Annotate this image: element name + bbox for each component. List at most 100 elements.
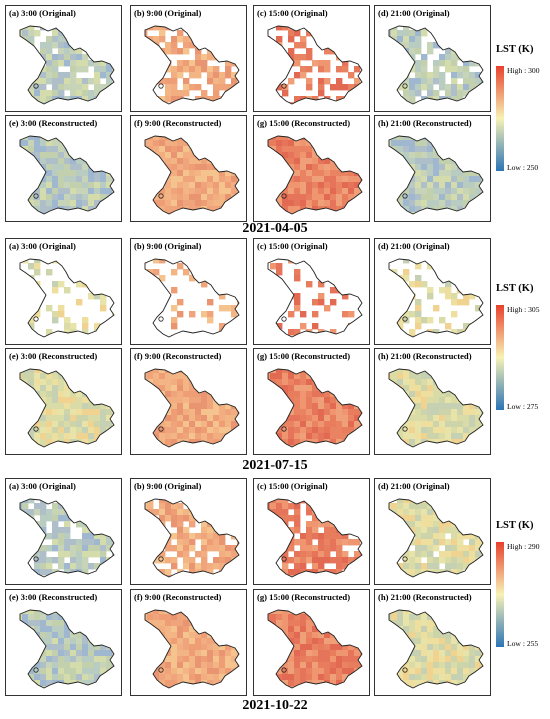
map-panel: (a) 3:00 (Original) [5,478,122,585]
province-boundary [388,368,484,448]
province-boundary [267,609,363,689]
province-boundary [388,25,484,105]
city-marker [281,426,287,432]
city-marker [158,426,164,432]
lst-raster [389,369,483,447]
map-panel: (d) 21:00 (Original) [374,238,491,345]
legend-colorbar [496,542,504,647]
province-map [267,25,363,105]
province-map [388,368,484,448]
map-panel: (h) 21:00 (Reconstructed) [374,115,491,222]
lst-raster [268,136,362,214]
city-marker [158,316,164,322]
province-boundary [388,498,484,578]
legend-high-label: High : 300 [507,66,540,75]
city-marker [281,316,287,322]
city-marker [402,556,408,562]
city-marker [158,556,164,562]
province-boundary [19,135,115,215]
province-map [19,135,115,215]
city-marker [281,83,287,89]
province-map [19,25,115,105]
lst-raster [20,499,114,577]
map-panel: (c) 15:00 (Original) [253,5,370,112]
city-marker [158,667,164,673]
lst-raster [389,26,483,104]
province-boundary [19,368,115,448]
lst-raster [20,369,114,447]
city-marker [158,83,164,89]
date-label: 2021-04-05 [242,221,308,236]
panel-title: (g) 15:00 (Reconstructed) [257,592,351,602]
legend-colorbar [496,66,504,171]
lst-raster [268,26,362,104]
map-panel: (b) 9:00 (Original) [130,5,247,112]
map-panel: (b) 9:00 (Original) [130,478,247,585]
city-marker [281,556,287,562]
color-legend: LST (K) High : 290 Low : 255 [494,520,550,650]
city-marker [33,426,39,432]
province-boundary [144,498,240,578]
lst-raster [268,499,362,577]
legend-low-label: Low : 275 [507,402,539,411]
panel-title: (b) 9:00 (Original) [134,241,202,251]
lst-raster [389,136,483,214]
city-marker [402,83,408,89]
panel-title: (h) 21:00 (Reconstructed) [378,592,472,602]
province-boundary [144,609,240,689]
province-map [388,135,484,215]
map-panel: (e) 3:00 (Reconstructed) [5,115,122,222]
map-panel: (h) 21:00 (Reconstructed) [374,348,491,455]
panel-title: (c) 15:00 (Original) [257,481,328,491]
panel-title: (e) 3:00 (Reconstructed) [9,592,98,602]
lst-raster [20,26,114,104]
province-map [144,25,240,105]
province-map [388,498,484,578]
province-boundary [267,258,363,338]
map-panel: (g) 15:00 (Reconstructed) [253,589,370,696]
panel-title: (a) 3:00 (Original) [9,481,76,491]
province-map [144,609,240,689]
panel-title: (h) 21:00 (Reconstructed) [378,118,472,128]
lst-raster [268,369,362,447]
map-panel: (a) 3:00 (Original) [5,5,122,112]
province-boundary [267,25,363,105]
color-legend: LST (K) High : 300 Low : 250 [494,44,550,174]
legend-low-label: Low : 250 [507,163,539,172]
panel-title: (b) 9:00 (Original) [134,481,202,491]
panel-title: (f) 9:00 (Reconstructed) [134,592,222,602]
province-map [19,498,115,578]
province-boundary [144,135,240,215]
province-map [144,258,240,338]
city-marker [402,193,408,199]
province-map [19,368,115,448]
panel-title: (e) 3:00 (Reconstructed) [9,351,98,361]
province-map [144,498,240,578]
date-label: 2021-10-22 [242,698,308,713]
lst-raster [389,610,483,688]
province-map [267,368,363,448]
province-map [388,609,484,689]
lst-raster [145,259,239,337]
color-legend: LST (K) High : 305 Low : 275 [494,283,550,413]
city-marker [33,83,39,89]
panel-title: (c) 15:00 (Original) [257,241,328,251]
map-panel: (b) 9:00 (Original) [130,238,247,345]
legend-high-label: High : 290 [507,542,540,551]
panel-title: (d) 21:00 (Original) [378,241,450,251]
map-panel: (f) 9:00 (Reconstructed) [130,348,247,455]
panel-title: (d) 21:00 (Original) [378,481,450,491]
panel-title: (g) 15:00 (Reconstructed) [257,351,351,361]
province-boundary [144,258,240,338]
panel-title: (c) 15:00 (Original) [257,8,328,18]
lst-raster [20,259,114,337]
panel-title: (e) 3:00 (Reconstructed) [9,118,98,128]
city-marker [33,193,39,199]
lst-raster [145,369,239,447]
city-marker [33,316,39,322]
city-marker [281,193,287,199]
city-marker [402,316,408,322]
panel-title: (d) 21:00 (Original) [378,8,450,18]
province-map [267,609,363,689]
province-boundary [388,258,484,338]
